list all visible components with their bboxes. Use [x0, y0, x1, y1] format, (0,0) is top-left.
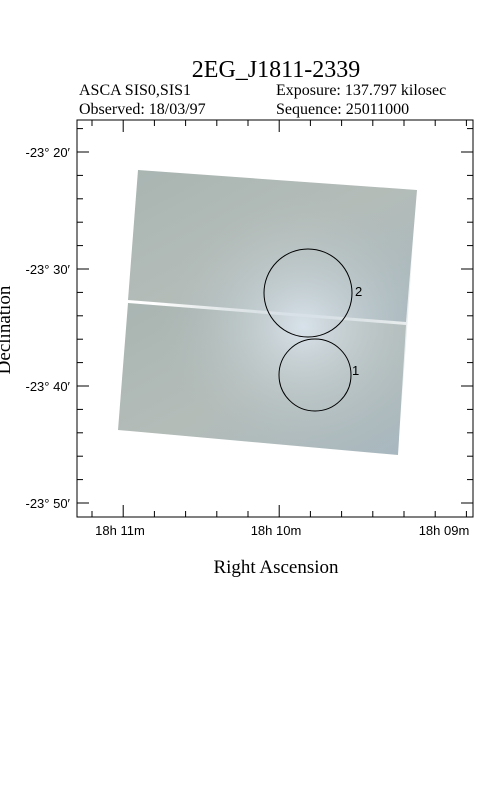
- sequence: Sequence: 25011000: [276, 101, 409, 118]
- y-tick-label: -23° 40′: [26, 379, 71, 394]
- x-axis-label: Right Ascension: [213, 557, 339, 578]
- region-label: 2: [355, 284, 362, 299]
- x-tick-label: 18h 09m: [419, 523, 470, 538]
- region-label: 1: [352, 363, 359, 378]
- y-axis-label: Declination: [0, 285, 15, 374]
- y-tick-label: -23° 20′: [26, 145, 71, 160]
- ticks: [77, 120, 473, 517]
- sky-image: [118, 170, 417, 455]
- instrument: ASCA SIS0,SIS1: [79, 82, 191, 99]
- y-tick-label: -23° 50′: [26, 496, 71, 511]
- region-circle: [263, 248, 353, 338]
- x-tick-label: 18h 11m: [95, 523, 145, 538]
- title: 2EG_J1811-2339: [192, 57, 360, 83]
- observed: Observed: 18/03/97: [79, 101, 206, 118]
- x-tick-label: 18h 10m: [251, 523, 302, 538]
- plot-frame: [76, 119, 474, 518]
- exposure: Exposure: 137.797 kilosec: [276, 82, 446, 99]
- region-circle: [278, 338, 352, 412]
- y-tick-label: -23° 30′: [26, 262, 71, 277]
